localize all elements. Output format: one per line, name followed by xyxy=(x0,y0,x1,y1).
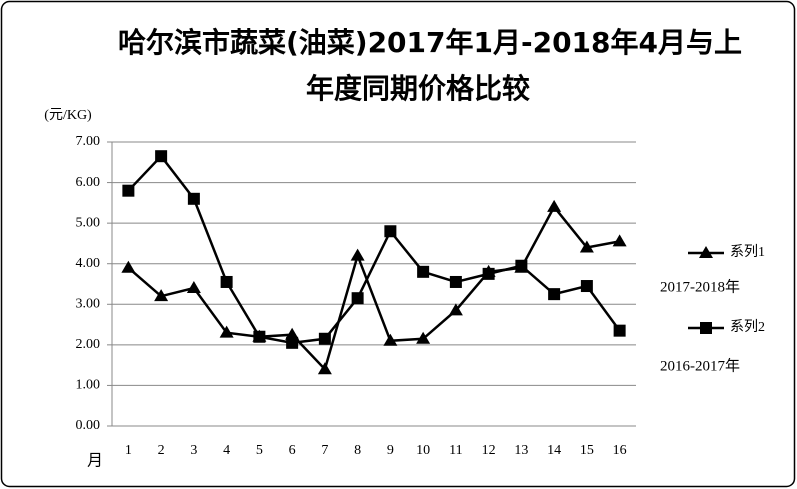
marker xyxy=(187,192,200,205)
y-tick-label: 5.00 xyxy=(76,215,101,230)
y-tick-label: 2.00 xyxy=(76,337,101,352)
line xyxy=(127,154,621,345)
annotation: 2016-2017年 xyxy=(660,357,740,374)
marker xyxy=(580,280,593,293)
marker xyxy=(219,325,234,338)
x-tick-label: 9 xyxy=(387,443,394,458)
marker xyxy=(579,240,594,253)
x-tick-label: 11 xyxy=(449,443,462,458)
marker xyxy=(350,248,365,261)
y-tick-label: 1.00 xyxy=(76,378,101,393)
legend-label: 系列2 xyxy=(730,319,765,335)
marker xyxy=(155,150,168,163)
line xyxy=(127,204,620,372)
x-tick-label: 7 xyxy=(321,443,328,458)
legend-label: 系列1 xyxy=(730,244,765,260)
marker xyxy=(220,275,233,288)
marker xyxy=(285,327,300,340)
chart-title: 年度同期价格比较 xyxy=(306,72,530,105)
x-tick-label: 12 xyxy=(482,443,496,458)
x-axis-label: 月 xyxy=(87,453,103,470)
marker xyxy=(383,333,398,346)
y-tick-label: 7.00 xyxy=(76,134,101,149)
marker xyxy=(416,331,431,344)
x-tick-label: 10 xyxy=(416,443,430,458)
marker xyxy=(449,275,462,288)
y-tick-label: 3.00 xyxy=(76,297,101,312)
marker xyxy=(318,332,331,345)
x-tick-label: 15 xyxy=(580,443,594,458)
x-tick-label: 13 xyxy=(514,443,528,458)
marker xyxy=(317,362,332,375)
y-axis-label: (元/KG) xyxy=(44,108,92,123)
marker xyxy=(482,267,495,280)
marker xyxy=(121,260,136,273)
x-tick-label: 6 xyxy=(289,443,296,458)
marker xyxy=(417,265,430,278)
marker xyxy=(548,288,561,301)
x-tick-label: 4 xyxy=(223,443,230,458)
marker xyxy=(515,259,528,272)
marker xyxy=(448,303,463,316)
y-tick-label: 0.00 xyxy=(76,418,101,433)
marker xyxy=(613,324,626,337)
marker xyxy=(286,336,299,349)
marker xyxy=(122,184,135,197)
x-tick-label: 2 xyxy=(158,443,165,458)
marker xyxy=(699,246,713,258)
x-tick-label: 8 xyxy=(354,443,361,458)
x-tick-label: 14 xyxy=(547,443,561,458)
marker xyxy=(186,281,201,294)
marker xyxy=(253,330,266,343)
marker xyxy=(612,234,627,247)
x-tick-label: 1 xyxy=(125,443,132,458)
marker xyxy=(154,289,169,302)
chart-title: 哈尔滨市蔬菜(油菜)2017年1月-2018年4月与上 xyxy=(118,26,742,59)
annotation: 2017-2018年 xyxy=(660,278,740,295)
y-tick-label: 6.00 xyxy=(76,175,101,190)
marker xyxy=(700,322,712,334)
x-tick-label: 5 xyxy=(256,443,263,458)
marker xyxy=(351,292,364,305)
y-tick-label: 4.00 xyxy=(76,256,101,271)
x-tick-label: 3 xyxy=(190,443,197,458)
x-tick-label: 16 xyxy=(613,443,627,458)
marker xyxy=(384,225,397,238)
marker xyxy=(547,199,562,212)
